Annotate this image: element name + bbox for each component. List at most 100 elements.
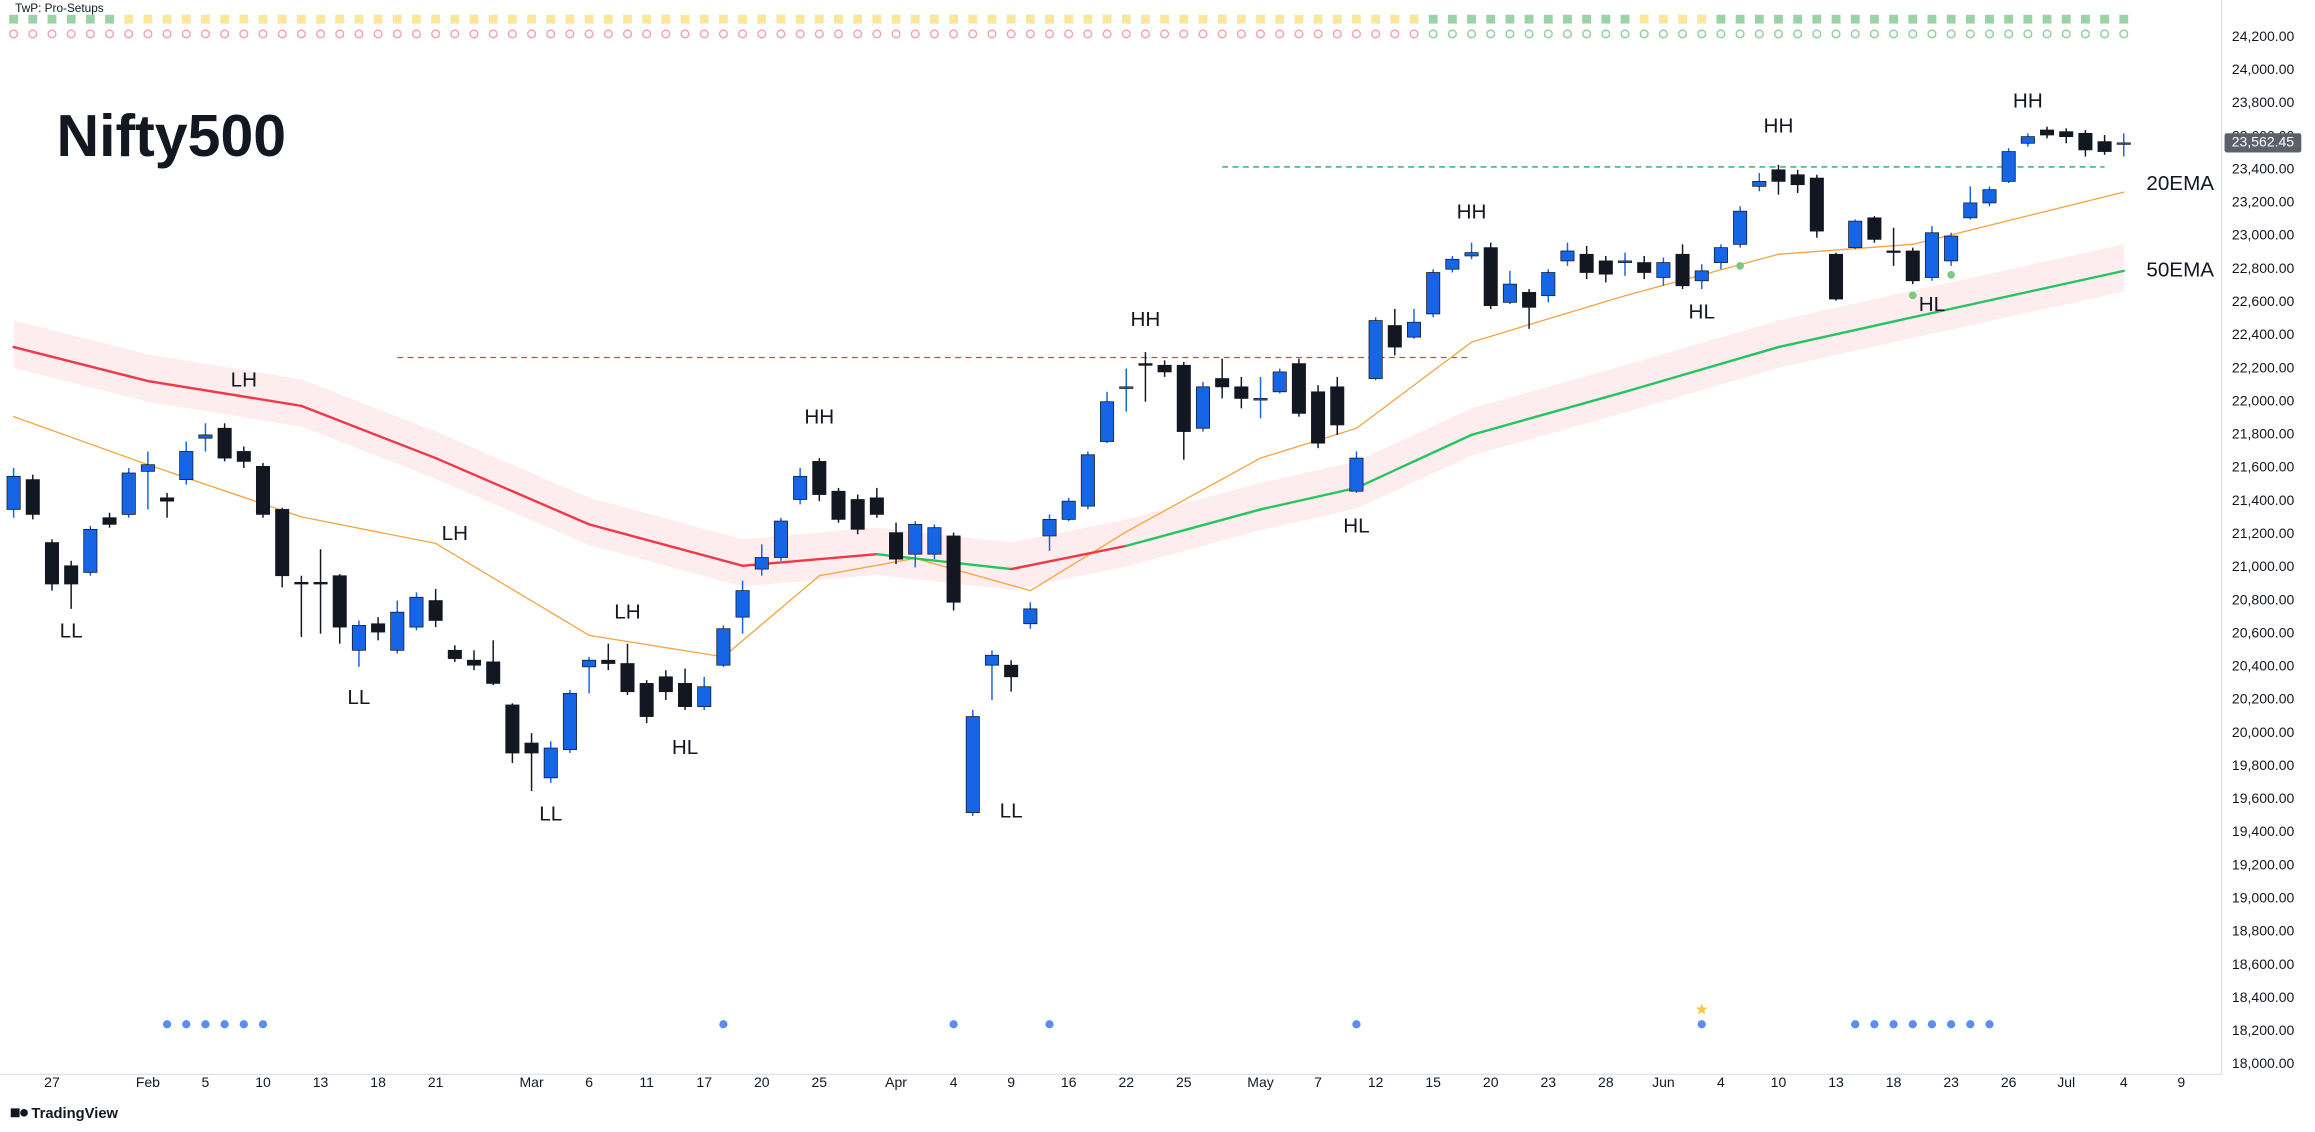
candle <box>1042 514 1057 551</box>
strip-dot <box>642 29 652 39</box>
strip-dot <box>872 29 882 39</box>
pivot-dot <box>1908 291 1917 300</box>
candle <box>697 676 712 710</box>
swing-label: HH <box>2013 89 2043 112</box>
candle-body <box>1157 364 1172 373</box>
candle <box>313 549 328 634</box>
strip-square <box>1294 14 1304 24</box>
strip-square <box>814 14 824 24</box>
strip-square <box>853 14 863 24</box>
strip-square <box>1658 14 1668 24</box>
strip-dot <box>738 29 748 39</box>
candle <box>1829 252 1844 301</box>
strip-dot <box>2100 29 2110 39</box>
strip-dot <box>1505 29 1515 39</box>
strip-dot <box>1006 29 1016 39</box>
candle <box>1023 602 1038 629</box>
candle-body <box>1042 519 1057 537</box>
candle-body <box>697 686 712 707</box>
strip-dot <box>1601 29 1611 39</box>
strip-dot <box>795 29 805 39</box>
candle <box>83 526 98 576</box>
strip-dot <box>411 29 422 39</box>
strip-dot <box>1831 29 1841 39</box>
candle-body <box>1522 292 1537 308</box>
strip-square <box>757 14 767 24</box>
swing-label: HH <box>1457 200 1487 223</box>
y-tick-label: 20,800.00 <box>2232 591 2295 607</box>
strip-square <box>277 14 287 24</box>
strip-square <box>1946 14 1956 24</box>
strip-square <box>85 14 95 24</box>
strip-dot <box>929 29 939 39</box>
strip-square <box>1754 14 1764 24</box>
candle-body <box>1406 321 1422 338</box>
ema-line <box>587 523 744 567</box>
candle-body <box>773 520 788 558</box>
strip-dot <box>162 29 172 39</box>
candle <box>486 640 501 686</box>
candle-body <box>735 590 750 618</box>
candle <box>1675 244 1690 290</box>
signal-dot <box>1889 1020 1898 1029</box>
strip-dot <box>1409 29 1419 39</box>
strip-square <box>2004 14 2014 24</box>
strip-square <box>488 14 498 24</box>
strip-dot <box>910 29 920 39</box>
x-tick-label: 25 <box>812 1074 828 1090</box>
candle <box>562 690 577 754</box>
strip-dot <box>1390 29 1400 39</box>
candle <box>2078 130 2093 157</box>
candle <box>1061 497 1076 522</box>
strip-dot <box>1984 29 1995 39</box>
ema-line <box>1355 341 1473 429</box>
candle-body <box>831 490 846 520</box>
x-tick-label: 6 <box>585 1074 593 1090</box>
candle <box>1694 264 1709 290</box>
pivot-dot <box>1736 262 1744 270</box>
strip-square <box>296 14 306 24</box>
strip-square <box>1831 14 1841 24</box>
candle-body <box>6 475 21 510</box>
candle <box>1119 368 1134 412</box>
ema-line <box>914 557 1031 592</box>
candle-body <box>812 461 827 495</box>
strip-dot <box>776 29 786 39</box>
strip-dot <box>104 29 115 39</box>
candle-body <box>44 542 59 585</box>
candle <box>6 468 21 518</box>
candle-body <box>639 683 654 717</box>
candle <box>1924 226 1939 281</box>
candle-body <box>582 659 597 668</box>
strip-dot <box>1044 29 1055 39</box>
strip-dot <box>622 29 633 39</box>
candle <box>1752 173 1767 192</box>
candle <box>2020 133 2035 147</box>
strip-dot <box>1486 29 1496 39</box>
strip-dot <box>814 29 824 39</box>
strip-dot <box>488 29 498 39</box>
strip-square <box>66 14 76 24</box>
strip-square <box>1563 14 1572 24</box>
strip-dot <box>2004 29 2014 39</box>
candle <box>1349 451 1364 493</box>
candle-body <box>1004 664 1019 678</box>
candle <box>1272 368 1287 394</box>
strip-square <box>1083 14 1093 24</box>
strip-square <box>642 14 652 24</box>
strip-dot <box>1255 29 1266 39</box>
candle-body <box>179 451 194 480</box>
strip-dot <box>1466 29 1477 39</box>
candle-body <box>313 581 328 585</box>
tradingview-logo <box>10 1108 28 1118</box>
strip-dot <box>1275 29 1285 39</box>
candle-body <box>1848 220 1863 249</box>
strip-square <box>1735 14 1745 24</box>
y-tick-label: 19,600.00 <box>2232 790 2295 806</box>
candle-body <box>102 517 117 525</box>
strip-square <box>2061 14 2071 24</box>
swing-label: HL <box>672 736 698 759</box>
strip-square <box>1390 14 1400 24</box>
candle-body <box>1387 325 1402 348</box>
strip-dot <box>2119 29 2129 39</box>
